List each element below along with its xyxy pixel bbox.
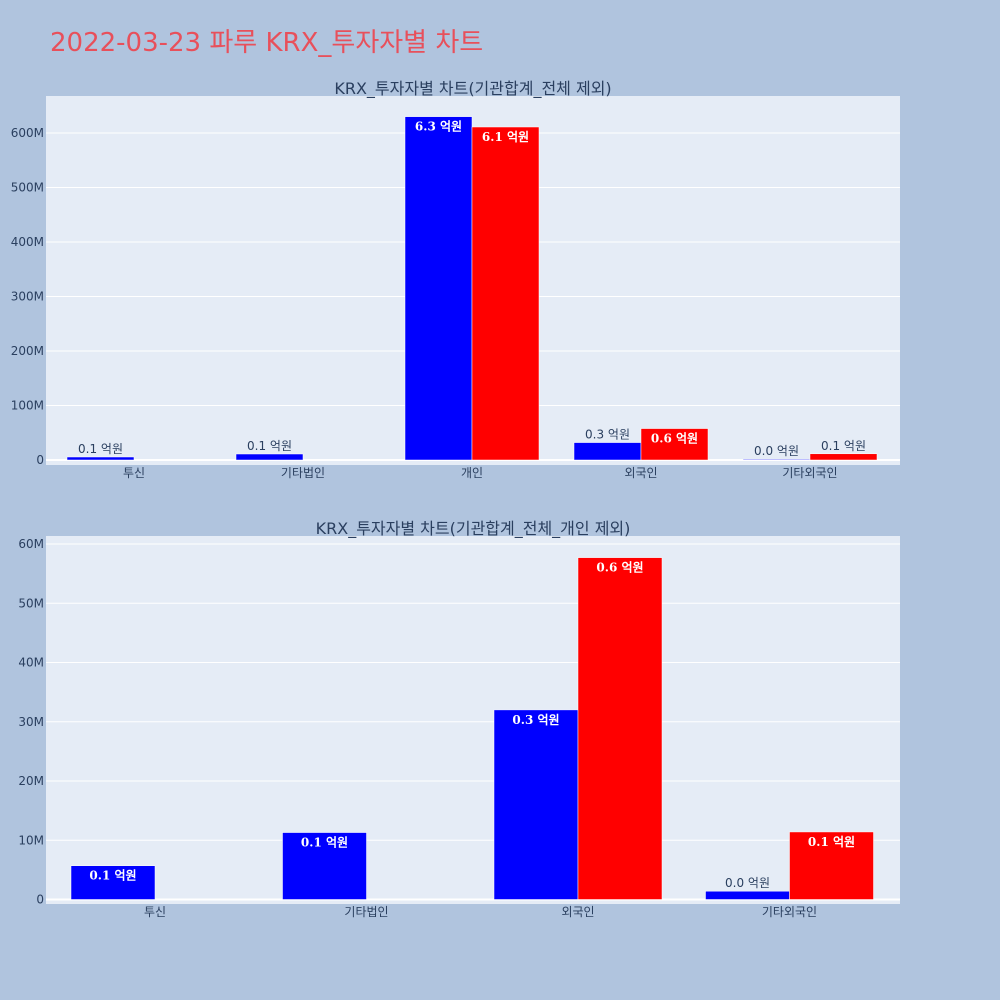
y-tick-label: 20M [18, 774, 44, 788]
data-label: 0.1 억원 [821, 439, 866, 453]
x-tick-label: 기타법인 [281, 466, 325, 480]
bar-sell [471, 126, 540, 461]
x-tick-label: 기타법인 [344, 905, 388, 919]
page-title: 2022-03-23 파루 KRX_투자자별 차트 [50, 28, 484, 58]
data-label: 0.3 억원 [585, 428, 630, 442]
chart-bottom: 0 10M 20M 30M 40M 50M 60M KRX_투자자별 차트(기관합계_전체_개… [18, 519, 900, 919]
data-label: 0.0 억원 [754, 444, 799, 458]
data-label: 0.1 억원 [301, 836, 348, 850]
plot-area [46, 536, 900, 904]
chart-title: KRX_투자자별 차트(기관합계_전체_개인 제외) [316, 519, 631, 539]
data-label: 6.3 억원 [415, 120, 462, 134]
bar-buy [742, 458, 811, 461]
x-tick-label: 투신 [123, 466, 145, 480]
data-label: 0.1 억원 [808, 835, 855, 849]
x-tick-label: 기타외국인 [762, 905, 817, 919]
bar-sell [577, 557, 663, 900]
y-tick-label: 40M [18, 656, 44, 670]
chart-title: KRX_투자자별 차트(기관합계_전체 제외) [334, 79, 611, 99]
data-label: 0.1 억원 [89, 869, 136, 883]
y-tick-label: 60M [18, 537, 44, 551]
bar-sell [789, 831, 874, 900]
data-label: 0.0 억원 [725, 876, 770, 890]
y-tick-label: 400M [11, 235, 44, 249]
bar-buy [70, 865, 156, 900]
y-tick-label: 50M [18, 596, 44, 610]
y-tick-label: 0 [36, 453, 44, 467]
x-tick-label: 기타외국인 [782, 466, 837, 480]
y-tick-label: 200M [11, 344, 44, 358]
bar-buy [66, 456, 135, 461]
bar-sell [640, 428, 709, 461]
data-label: 6.1 억원 [482, 130, 529, 144]
bar-buy [235, 453, 304, 461]
data-label: 0.1 억원 [78, 442, 123, 456]
y-tick-label: 10M [18, 833, 44, 847]
data-label: 0.6 억원 [651, 432, 698, 446]
y-tick-label: 100M [11, 399, 44, 413]
y-tick-label: 0 [36, 893, 44, 907]
x-tick-label: 외국인 [624, 466, 657, 480]
bar-buy [573, 442, 642, 461]
y-tick-label: 300M [11, 290, 44, 304]
bar-buy [282, 832, 367, 900]
bar-buy [705, 890, 790, 900]
bar-buy [404, 116, 473, 461]
x-tick-label: 개인 [461, 466, 483, 480]
data-label: 0.3 억원 [512, 713, 559, 727]
data-label: 0.6 억원 [596, 561, 643, 575]
x-tick-label: 외국인 [561, 905, 594, 919]
y-tick-label: 500M [11, 181, 44, 195]
y-tick-label: 600M [11, 126, 44, 140]
chart-top: 0 100M 200M 300M 400M 500M 600M KRX_투자자별 차트(기관합… [11, 79, 900, 480]
bar-buy [493, 709, 579, 900]
y-tick-label: 30M [18, 715, 44, 729]
bar-sell [809, 453, 878, 461]
x-tick-label: 투신 [144, 905, 166, 919]
data-label: 0.1 억원 [247, 439, 292, 453]
